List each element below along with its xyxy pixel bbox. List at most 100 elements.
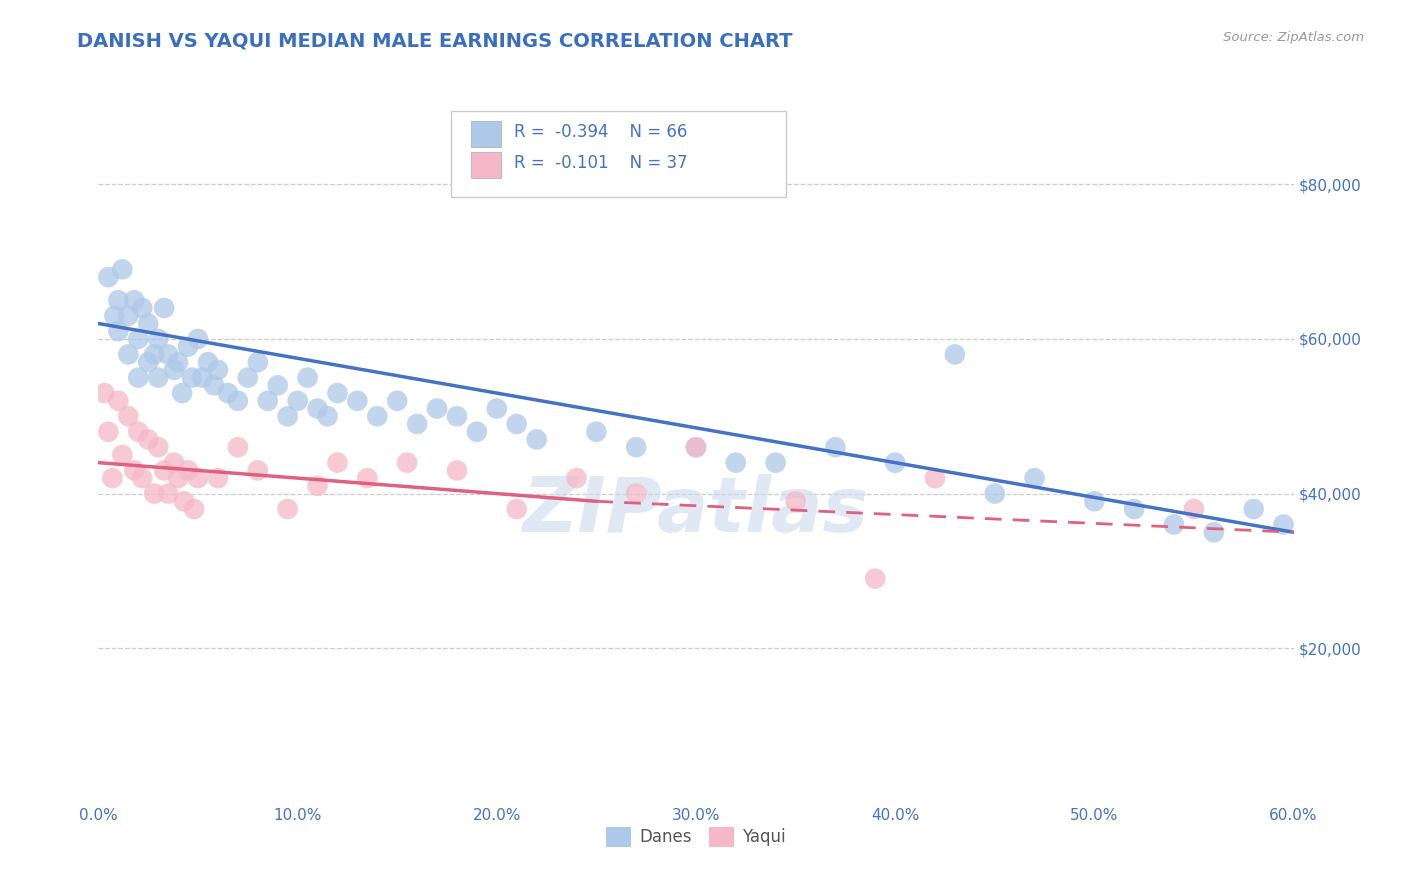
Point	[124, 293, 146, 308]
Point	[191, 370, 214, 384]
Point	[136, 433, 159, 447]
Point	[207, 471, 229, 485]
Point	[163, 456, 186, 470]
Point	[396, 456, 419, 470]
Text: Source: ZipAtlas.com: Source: ZipAtlas.com	[1223, 31, 1364, 45]
Point	[287, 393, 309, 408]
Point	[465, 425, 488, 439]
Point	[117, 409, 139, 424]
Point	[226, 440, 249, 454]
Point	[1272, 517, 1295, 532]
Point	[366, 409, 388, 424]
Legend: Danes, Yaqui: Danes, Yaqui	[599, 820, 793, 854]
Point	[107, 324, 129, 338]
Point	[824, 440, 846, 454]
Point	[785, 494, 807, 508]
Point	[153, 463, 176, 477]
Point	[148, 332, 170, 346]
Point	[724, 456, 747, 470]
Point	[884, 456, 907, 470]
Point	[277, 502, 299, 516]
Point	[117, 309, 139, 323]
Point	[124, 463, 146, 477]
Point	[157, 347, 180, 361]
Point	[246, 355, 269, 369]
Point	[103, 309, 125, 323]
Text: DANISH VS YAQUI MEDIAN MALE EARNINGS CORRELATION CHART: DANISH VS YAQUI MEDIAN MALE EARNINGS COR…	[77, 31, 793, 50]
Point	[207, 363, 229, 377]
Point	[1024, 471, 1046, 485]
Point	[107, 393, 129, 408]
Point	[97, 270, 120, 285]
Point	[346, 393, 368, 408]
Text: R =  -0.101    N = 37: R = -0.101 N = 37	[515, 153, 688, 171]
Point	[277, 409, 299, 424]
Point	[307, 401, 329, 416]
Point	[177, 340, 200, 354]
Point	[865, 572, 887, 586]
Point	[426, 401, 449, 416]
Point	[172, 386, 194, 401]
Text: ZIPatlas: ZIPatlas	[523, 474, 869, 548]
Point	[446, 463, 468, 477]
Point	[97, 425, 120, 439]
Point	[1163, 517, 1185, 532]
Point	[526, 433, 548, 447]
Point	[685, 440, 707, 454]
Point	[685, 440, 707, 454]
Point	[406, 417, 429, 431]
Point	[153, 301, 176, 315]
Point	[101, 471, 124, 485]
Point	[307, 479, 329, 493]
Text: R =  -0.394    N = 66: R = -0.394 N = 66	[515, 123, 688, 141]
Point	[1243, 502, 1265, 516]
Point	[297, 370, 319, 384]
Point	[127, 370, 149, 384]
Point	[127, 332, 149, 346]
Point	[107, 293, 129, 308]
FancyBboxPatch shape	[471, 152, 501, 178]
Point	[256, 393, 278, 408]
Point	[117, 347, 139, 361]
Point	[131, 471, 153, 485]
Point	[181, 370, 204, 384]
Point	[167, 355, 190, 369]
Point	[111, 448, 134, 462]
Point	[217, 386, 239, 401]
Point	[167, 471, 190, 485]
Point	[143, 347, 166, 361]
Point	[943, 347, 966, 361]
FancyBboxPatch shape	[471, 121, 501, 147]
Point	[626, 486, 648, 500]
Point	[148, 440, 170, 454]
Point	[924, 471, 946, 485]
Point	[157, 486, 180, 500]
Point	[93, 386, 115, 401]
Point	[127, 425, 149, 439]
Point	[111, 262, 134, 277]
Point	[183, 502, 205, 516]
Point	[326, 386, 349, 401]
Point	[148, 370, 170, 384]
Point	[136, 317, 159, 331]
Point	[485, 401, 508, 416]
Point	[173, 494, 195, 508]
Point	[246, 463, 269, 477]
Point	[267, 378, 290, 392]
Point	[765, 456, 787, 470]
Point	[1202, 525, 1225, 540]
Point	[565, 471, 588, 485]
Point	[385, 393, 409, 408]
Point	[236, 370, 259, 384]
Point	[356, 471, 378, 485]
Point	[1083, 494, 1105, 508]
Point	[326, 456, 349, 470]
Point	[316, 409, 339, 424]
Point	[202, 378, 225, 392]
Point	[197, 355, 219, 369]
Point	[177, 463, 200, 477]
Point	[226, 393, 249, 408]
Point	[506, 502, 529, 516]
Point	[143, 486, 166, 500]
Point	[626, 440, 648, 454]
